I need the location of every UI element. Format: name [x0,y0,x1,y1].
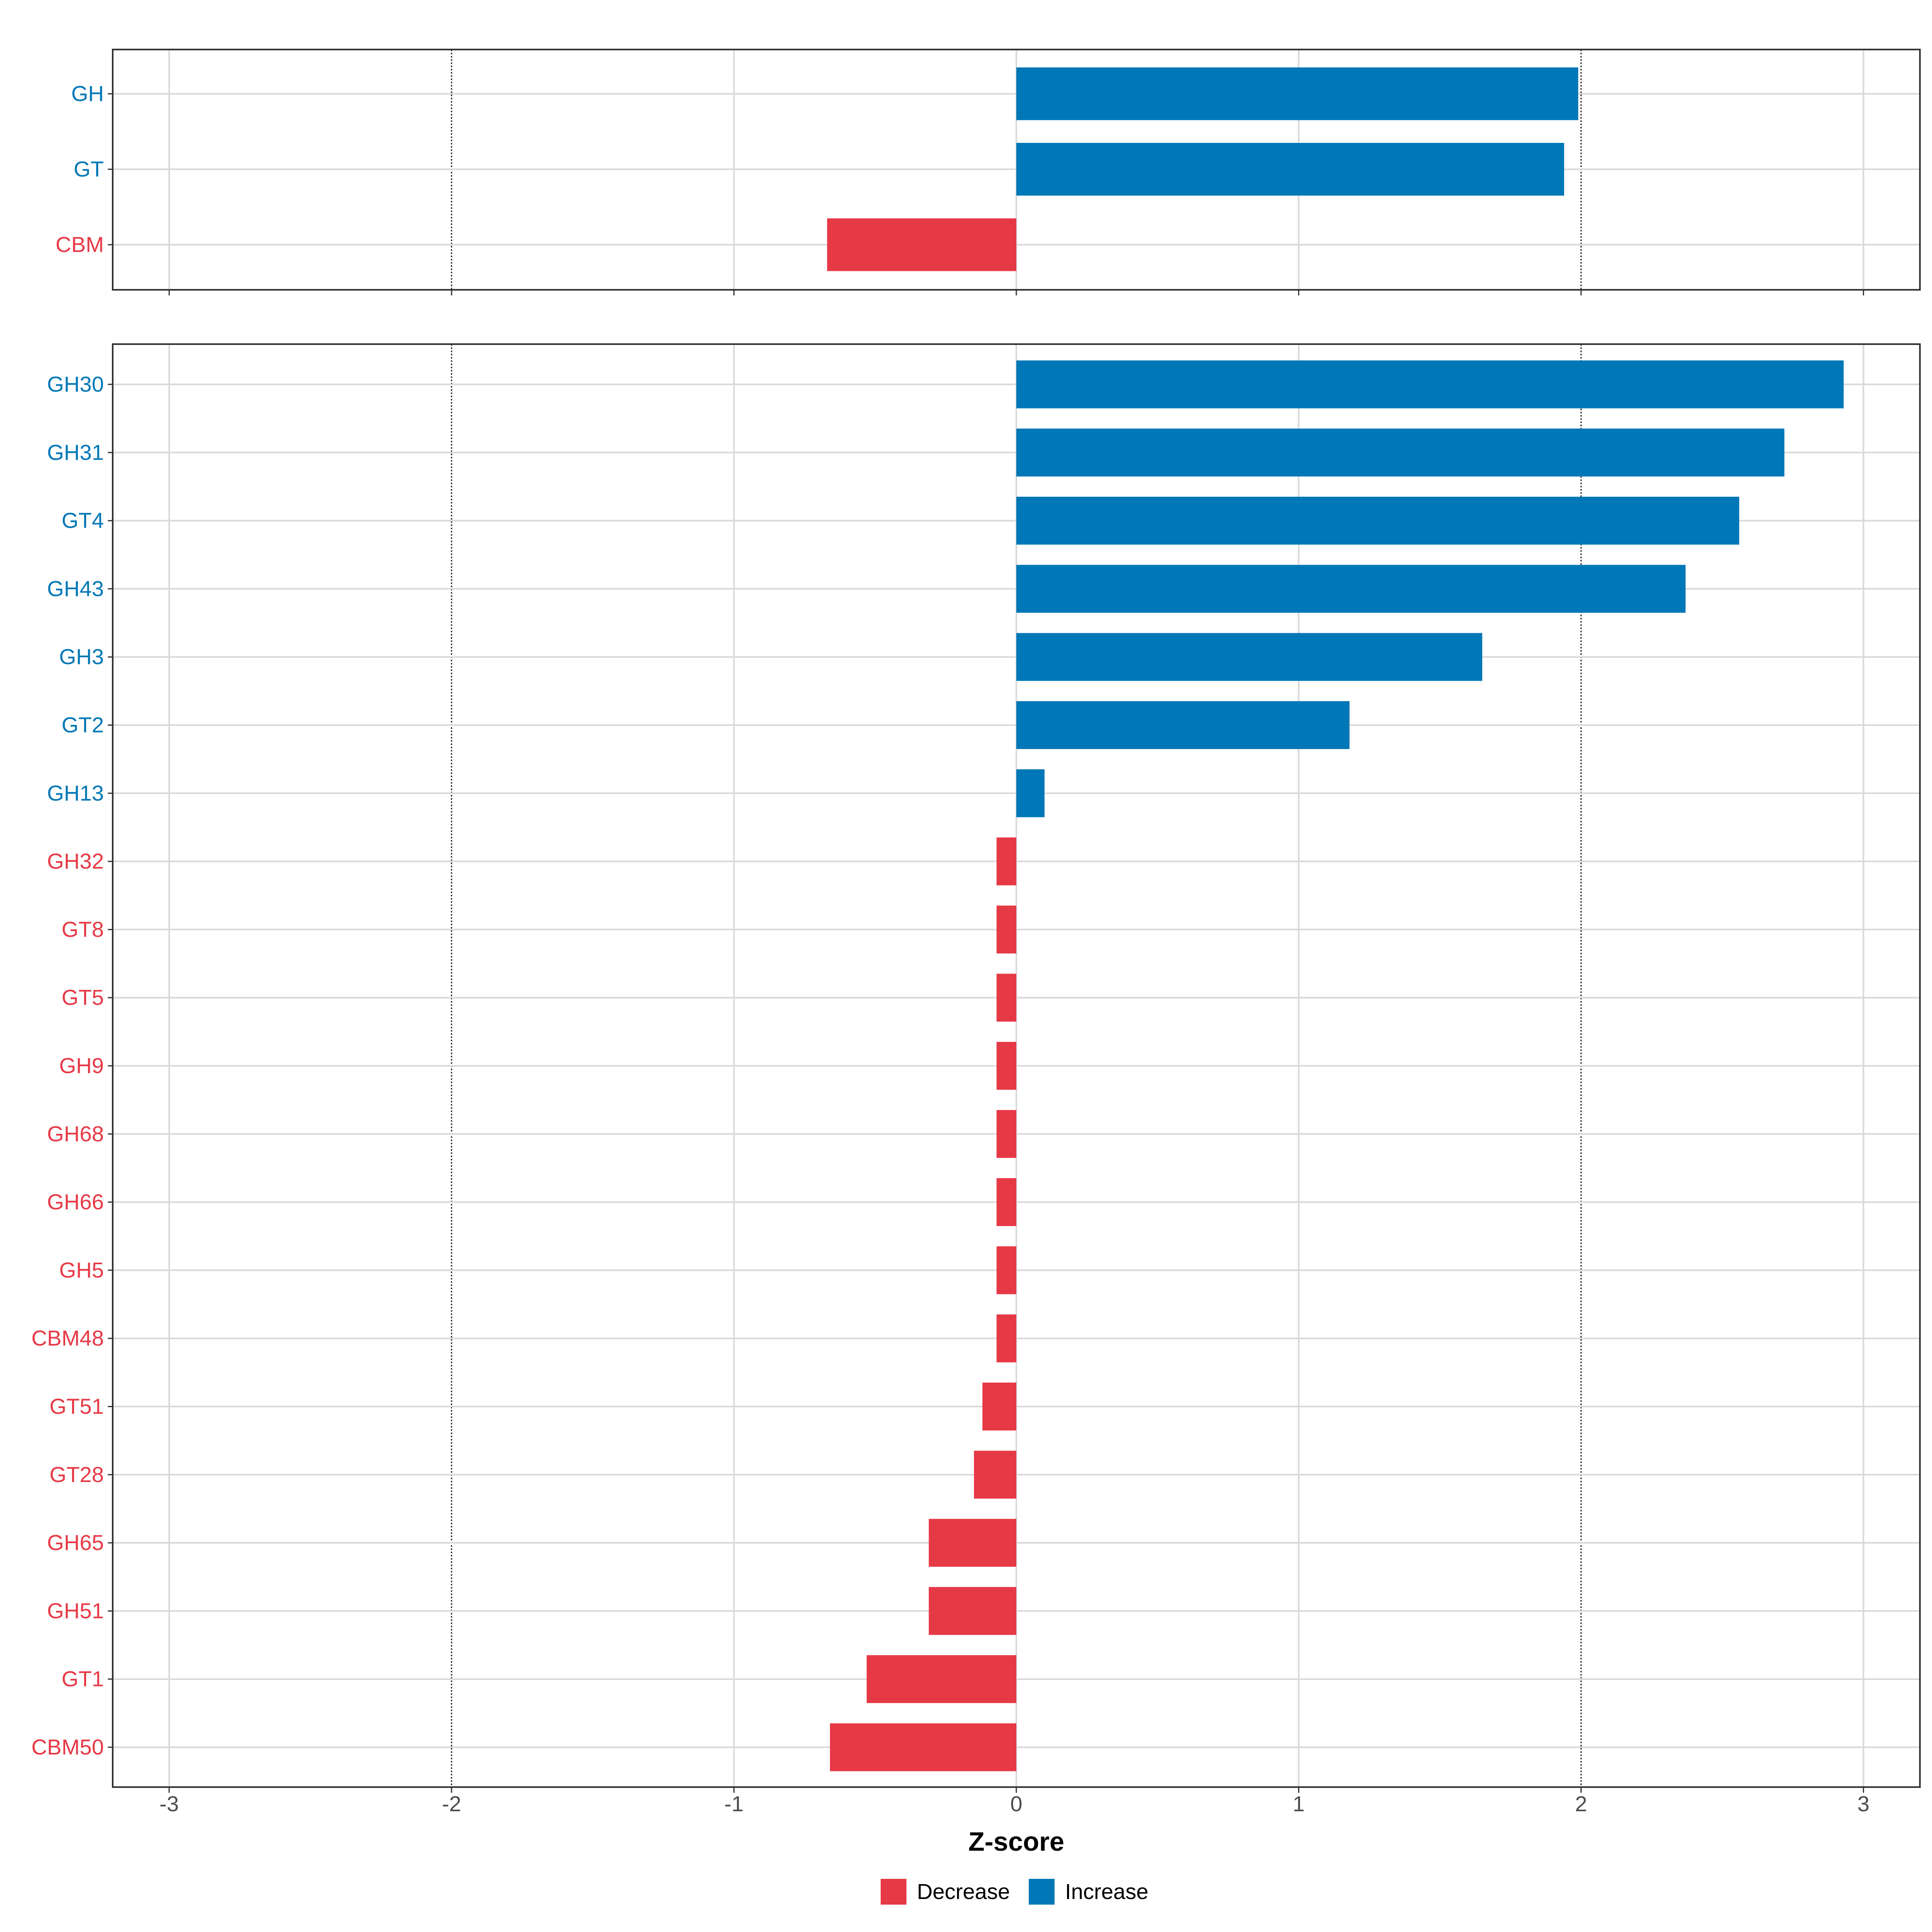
x-tick-label: 2 [1575,1792,1587,1816]
bar-GH3 [1016,633,1482,681]
x-tick-label: -3 [159,1792,179,1816]
x-axis: -3 -2 -1 0 1 2 3 [159,1792,1869,1816]
x-tick-label: 0 [1010,1792,1022,1816]
category-label: GH66 [47,1190,104,1214]
legend-item-decrease: Decrease [881,1879,1010,1905]
category-label: GT1 [62,1667,104,1691]
category-label: GH32 [47,849,104,873]
bar-GT51 [982,1383,1016,1430]
x-tick-label: -2 [442,1792,461,1816]
bar-GT [1016,143,1565,196]
category-label: GH9 [59,1054,104,1078]
category-label: GT28 [50,1463,104,1487]
category-label: CBM50 [31,1735,104,1759]
bar-GH32 [996,837,1016,886]
category-label: GH31 [47,440,104,464]
category-label: GH [71,82,104,106]
legend-key [1029,1879,1055,1905]
category-label: GT4 [62,509,104,533]
category-label: CBM48 [31,1326,104,1350]
legend-item-increase: Increase [1029,1879,1148,1905]
bar-GH43 [1016,565,1686,613]
x-tick-label: -1 [724,1792,743,1816]
bar-CBM48 [996,1314,1016,1362]
bar-GH65 [929,1519,1016,1567]
panels-layer: GHGTCBMGH30GH31GT4GH43GH3GT2GH13GH32GT8G… [31,49,1921,1793]
bar-GH68 [996,1110,1016,1158]
bar-CBM [827,218,1016,271]
category-label: GH65 [47,1531,104,1555]
legend-label: Increase [1065,1880,1148,1904]
bar-GT28 [974,1451,1016,1499]
category-label: GH43 [47,577,104,601]
bar-GH51 [929,1587,1016,1635]
category-label: GT5 [62,986,104,1010]
bar-GH5 [996,1246,1016,1294]
bar-GH30 [1016,360,1844,409]
bar-GH [1016,67,1579,120]
category-label: GT8 [62,917,104,941]
bar-GT8 [996,905,1016,954]
bar-GH13 [1016,769,1045,817]
category-label: GH5 [59,1258,104,1282]
x-axis-title: Z-score [968,1827,1064,1856]
bar-GH31 [1016,428,1785,477]
legend-key [881,1879,906,1905]
category-label: GT [74,157,104,182]
bar-GH66 [996,1178,1016,1226]
legend-label: Decrease [917,1880,1010,1904]
bar-GT4 [1016,497,1739,545]
category-label: GH13 [47,781,104,805]
bar-GH9 [996,1042,1016,1090]
category-label: GH3 [59,645,104,669]
panel-1: GH GT CBM [56,49,1921,295]
category-label: CBM [56,233,104,257]
category-label: GH68 [47,1122,104,1146]
bar-GT2 [1016,701,1350,749]
category-label: GH51 [47,1599,104,1623]
panel-2: GH30 GH31 GT4 GH43 GH3 GT2 GH13 GH32 GT8 GT5 GH9 GH… [31,343,1921,1793]
legend: Decrease Increase [881,1879,1148,1905]
x-tick-label: 1 [1293,1792,1305,1816]
bar-GT1 [867,1655,1016,1703]
bar-GT5 [996,974,1016,1022]
category-label: GH30 [47,372,104,396]
bar-CBM50 [830,1723,1016,1771]
x-tick-label: 3 [1858,1792,1870,1816]
category-label: GT51 [50,1395,104,1419]
category-label: GT2 [62,713,104,737]
